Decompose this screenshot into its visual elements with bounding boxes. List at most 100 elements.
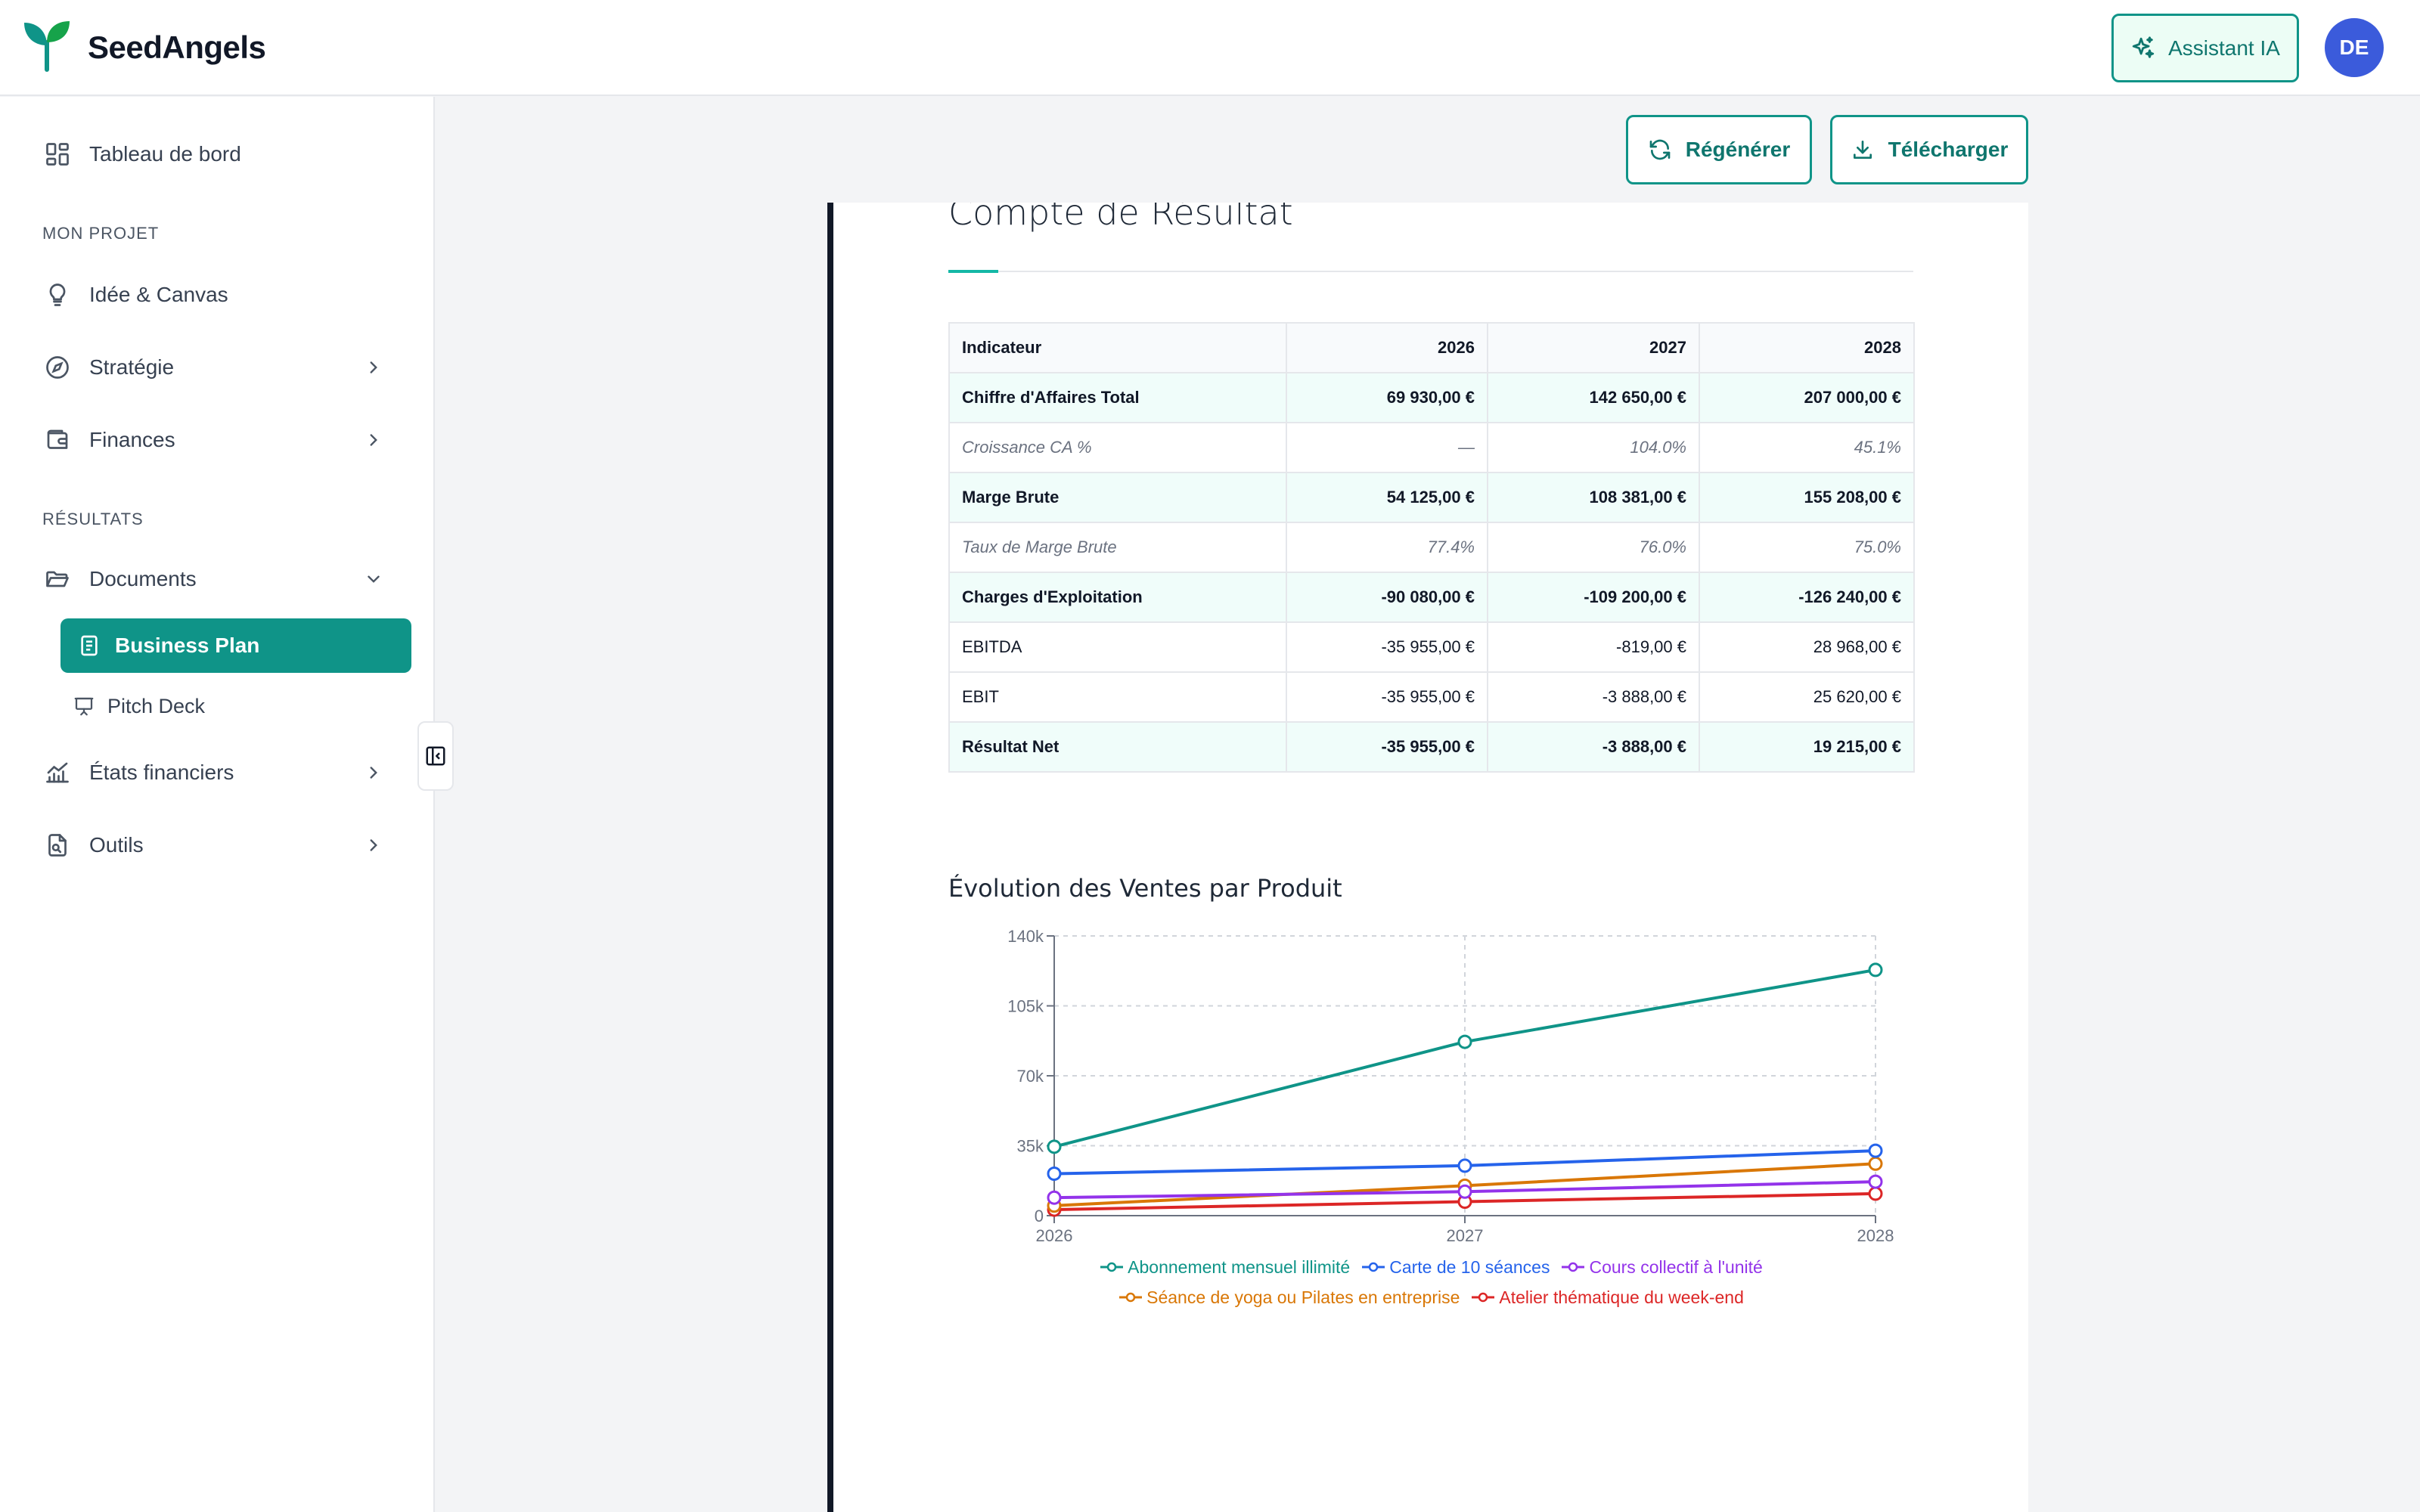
sidebar: Tableau de bord MON PROJET Idée & Canvas… [0,97,435,1512]
table-row: EBITDA -35 955,00 € -819,00 €28 968,00 € [948,621,1915,673]
row-label-cell: Charges d'Exploitation [948,572,1287,623]
data-point [1868,1143,1883,1158]
title-divider [948,271,1913,272]
brand-name: SeedAngels [88,29,266,65]
chart-legend: Abonnement mensuel illimité Carte de 10 s… [948,1252,1915,1312]
legend-row: Séance de yoga ou Pilates en entreprise A… [948,1282,1915,1312]
value-cell: 54 125,00 € [1286,472,1488,523]
row-label-cell: Croissance CA % [948,422,1287,473]
chevron-right-icon[interactable] [358,758,389,788]
y-tick-label: 0 [1035,1207,1044,1225]
table-row: Marge Brute 54 125,00 €108 381,00 €155 20… [948,472,1915,523]
data-point [1047,1190,1062,1205]
sidebar-item-idea[interactable]: Idée & Canvas [41,274,228,316]
legend-item[interactable]: Abonnement mensuel illimité [1100,1257,1350,1278]
user-avatar[interactable]: DE [2325,18,2384,77]
sidebar-item-label: Pitch Deck [107,694,206,717]
value-cell: -109 200,00 € [1487,572,1700,623]
refresh-icon [1649,139,1671,160]
sidebar-item-label: États financiers [89,761,234,784]
folder-open-icon [41,562,74,596]
chevron-right-icon[interactable] [358,352,389,383]
value-cell: 19 215,00 € [1699,721,1915,773]
sidebar-item-label: Outils [89,833,144,857]
sidebar-item-dashboard[interactable]: Tableau de bord [41,133,241,175]
legend-item[interactable]: Séance de yoga ou Pilates en entreprise [1119,1287,1460,1308]
value-cell: 108 381,00 € [1487,472,1700,523]
x-tick-label: 2027 [1447,1226,1484,1245]
document-search-icon [41,829,74,862]
table-header-cell: 2027 [1487,322,1700,373]
legend-line-marker-icon [1100,1262,1124,1272]
value-cell: 142 650,00 € [1487,372,1700,423]
x-tick-label: 2026 [1036,1226,1073,1245]
table-header-cell: 2028 [1699,322,1915,373]
value-cell: -819,00 € [1487,621,1700,673]
table-row: Chiffre d'Affaires Total 69 930,00 €142 6… [948,372,1915,423]
legend-item[interactable]: Atelier thématique du week-end [1472,1287,1744,1308]
value-cell: 45.1% [1699,422,1915,473]
collapse-sidebar-button[interactable] [417,721,454,791]
row-label-cell: Taux de Marge Brute [948,522,1287,573]
row-label-cell: EBIT [948,671,1287,723]
legend-item[interactable]: Carte de 10 séances [1362,1257,1550,1278]
y-tick-label: 105k [1007,997,1044,1016]
assistant-ia-button[interactable]: Assistant IA [2111,14,2299,82]
income-statement-table: Indicateur 2026 2027 2028 Chiffre d'Affaires… [948,322,1915,773]
legend-item[interactable]: Cours collectif à l'unité [1562,1257,1763,1278]
avatar-initials: DE [2339,36,2369,59]
value-cell: -3 888,00 € [1487,671,1700,723]
legend-row: Abonnement mensuel illimité Carte de 10 s… [948,1252,1915,1282]
table-row: Croissance CA % —104.0% 45.1% [948,422,1915,473]
legend-line-marker-icon [1472,1292,1495,1303]
download-icon [1853,141,1872,159]
y-tick-label: 140k [1007,927,1044,946]
sidebar-item-financial-statements[interactable]: États financiers [41,751,234,794]
legend-line-marker-icon [1119,1292,1143,1303]
panel-collapse-icon [426,746,445,766]
brand[interactable]: SeedAngels [23,20,266,76]
chevron-right-icon[interactable] [358,830,389,860]
table-row: Charges d'Exploitation -90 080,00 € -109 2… [948,572,1915,623]
data-point [1457,1034,1472,1049]
download-label: Télécharger [1888,138,2009,161]
data-point [1457,1184,1472,1199]
value-cell: -35 955,00 € [1286,671,1488,723]
chevron-down-icon[interactable] [358,564,389,594]
sidebar-item-label: Tableau de bord [89,142,241,166]
section-title: Compte de Résultat [948,203,1293,233]
data-point [1868,1174,1883,1189]
sidebar-item-strategy[interactable]: Stratégie [41,346,174,389]
value-cell: -35 955,00 € [1286,621,1488,673]
sparkles-icon [2132,36,2155,58]
legend-line-marker-icon [1562,1262,1585,1272]
regenerate-button[interactable]: Régénérer [1626,115,1812,184]
sidebar-item-label: Finances [89,428,175,451]
legend-line-marker-icon [1362,1262,1385,1272]
chevron-right-icon[interactable] [358,425,389,455]
sprout-logo-icon [23,20,71,76]
value-cell: -126 240,00 € [1699,572,1915,623]
legend-label: Abonnement mensuel illimité [1128,1256,1351,1277]
sidebar-item-documents[interactable]: Documents [41,558,197,600]
compass-icon [41,351,74,384]
sidebar-item-finances[interactable]: Finances [41,419,175,461]
document-text-icon [74,631,104,661]
sidebar-item-pitch-deck[interactable]: Pitch Deck [71,685,205,727]
sales-line-chart: 0 35k 70k 105k 140k 2026 2027 2028 [1007,927,1894,1245]
sidebar-item-business-plan[interactable]: Business Plan [60,618,411,673]
value-cell: 76.0% [1487,522,1700,573]
sidebar-item-tools[interactable]: Outils [41,824,144,866]
lightbulb-icon [41,278,74,311]
y-tick-label: 70k [1017,1067,1044,1086]
sidebar-item-label: Stratégie [89,355,175,379]
value-cell: — [1286,422,1488,473]
regenerate-label: Régénérer [1685,138,1791,161]
row-label-cell: Chiffre d'Affaires Total [948,372,1287,423]
value-cell: 77.4% [1286,522,1488,573]
title-accent-bar [948,270,998,273]
download-button[interactable]: Télécharger [1830,115,2028,184]
table-row: Taux de Marge Brute 77.4% 76.0% 75.0% [948,522,1915,573]
section-label-results: RÉSULTATS [42,510,144,528]
data-point [1868,1186,1883,1201]
